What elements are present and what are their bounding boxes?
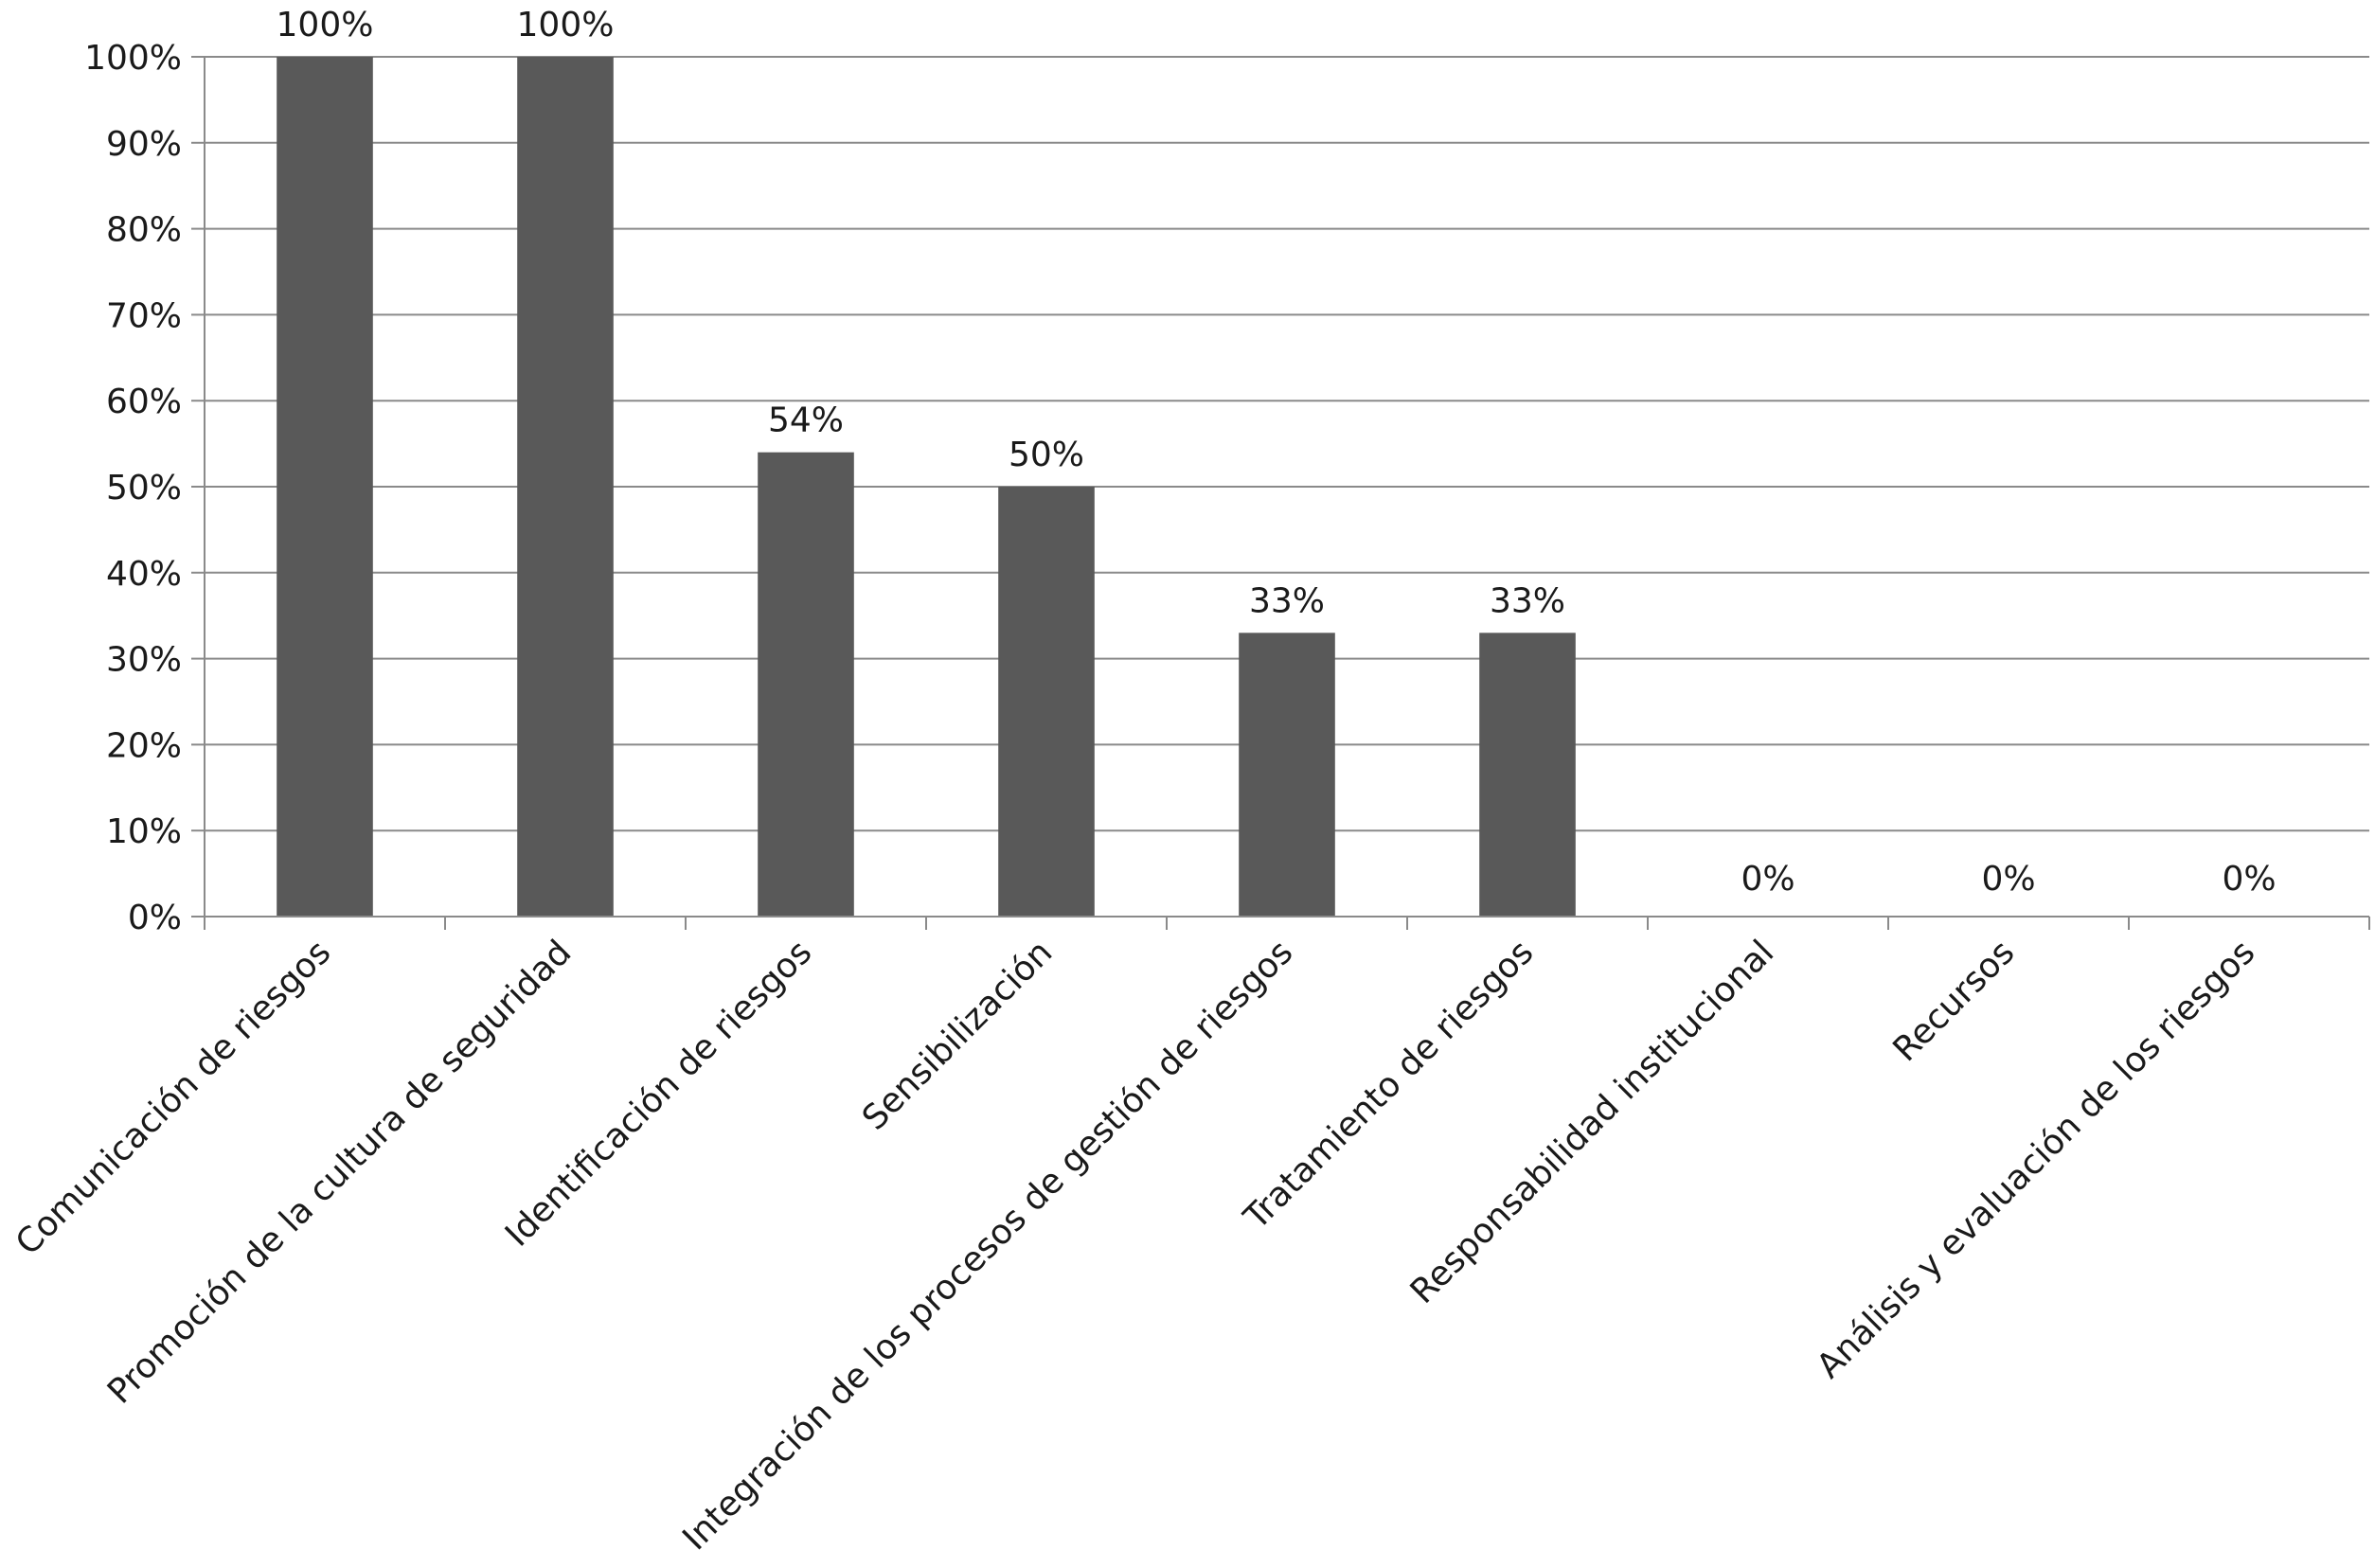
- y-tick-label: 30%: [106, 641, 182, 680]
- data-label: 0%: [1741, 860, 1795, 899]
- data-labels: 100% 100% 54% 50% 33% 33% 0% 0% 0%: [277, 6, 2277, 899]
- y-tick-label: 70%: [106, 296, 182, 335]
- data-label: 54%: [768, 401, 844, 440]
- data-label: 100%: [517, 6, 615, 45]
- data-label: 50%: [1009, 436, 1084, 474]
- y-tick-label: 60%: [106, 383, 182, 421]
- y-tick-label: 10%: [106, 812, 182, 851]
- y-tick-labels: 0% 10% 20% 30% 40% 50% 60% 70% 80% 90% 100%: [84, 39, 182, 937]
- x-tick-label: Sensibilización: [855, 933, 1060, 1137]
- bar: [998, 487, 1095, 917]
- data-label: 0%: [2222, 860, 2276, 899]
- y-tick-label: 40%: [106, 555, 182, 594]
- y-tick-label: 80%: [106, 211, 182, 250]
- x-tick-label: Análisis y evaluación de los riesgos: [1810, 933, 2263, 1386]
- y-tick-label: 20%: [106, 726, 182, 765]
- bar: [1239, 633, 1335, 917]
- x-tick-label: Recursos: [1885, 933, 2022, 1069]
- data-label: 33%: [1490, 581, 1565, 620]
- data-label: 0%: [1981, 860, 2035, 899]
- data-label: 100%: [277, 6, 374, 45]
- bar: [758, 452, 854, 917]
- y-tick-label: 90%: [106, 125, 182, 164]
- y-tick-label: 0%: [128, 899, 182, 937]
- y-tick-label: 100%: [84, 39, 182, 78]
- bar: [1479, 633, 1576, 917]
- bar: [277, 57, 373, 917]
- y-tick-label: 50%: [106, 469, 182, 508]
- data-label: 33%: [1249, 581, 1325, 620]
- axes: [191, 56, 2370, 930]
- bars: [277, 57, 1576, 917]
- x-tick-label: Promoción de la cultura de seguridad: [100, 933, 579, 1411]
- bar: [517, 57, 614, 917]
